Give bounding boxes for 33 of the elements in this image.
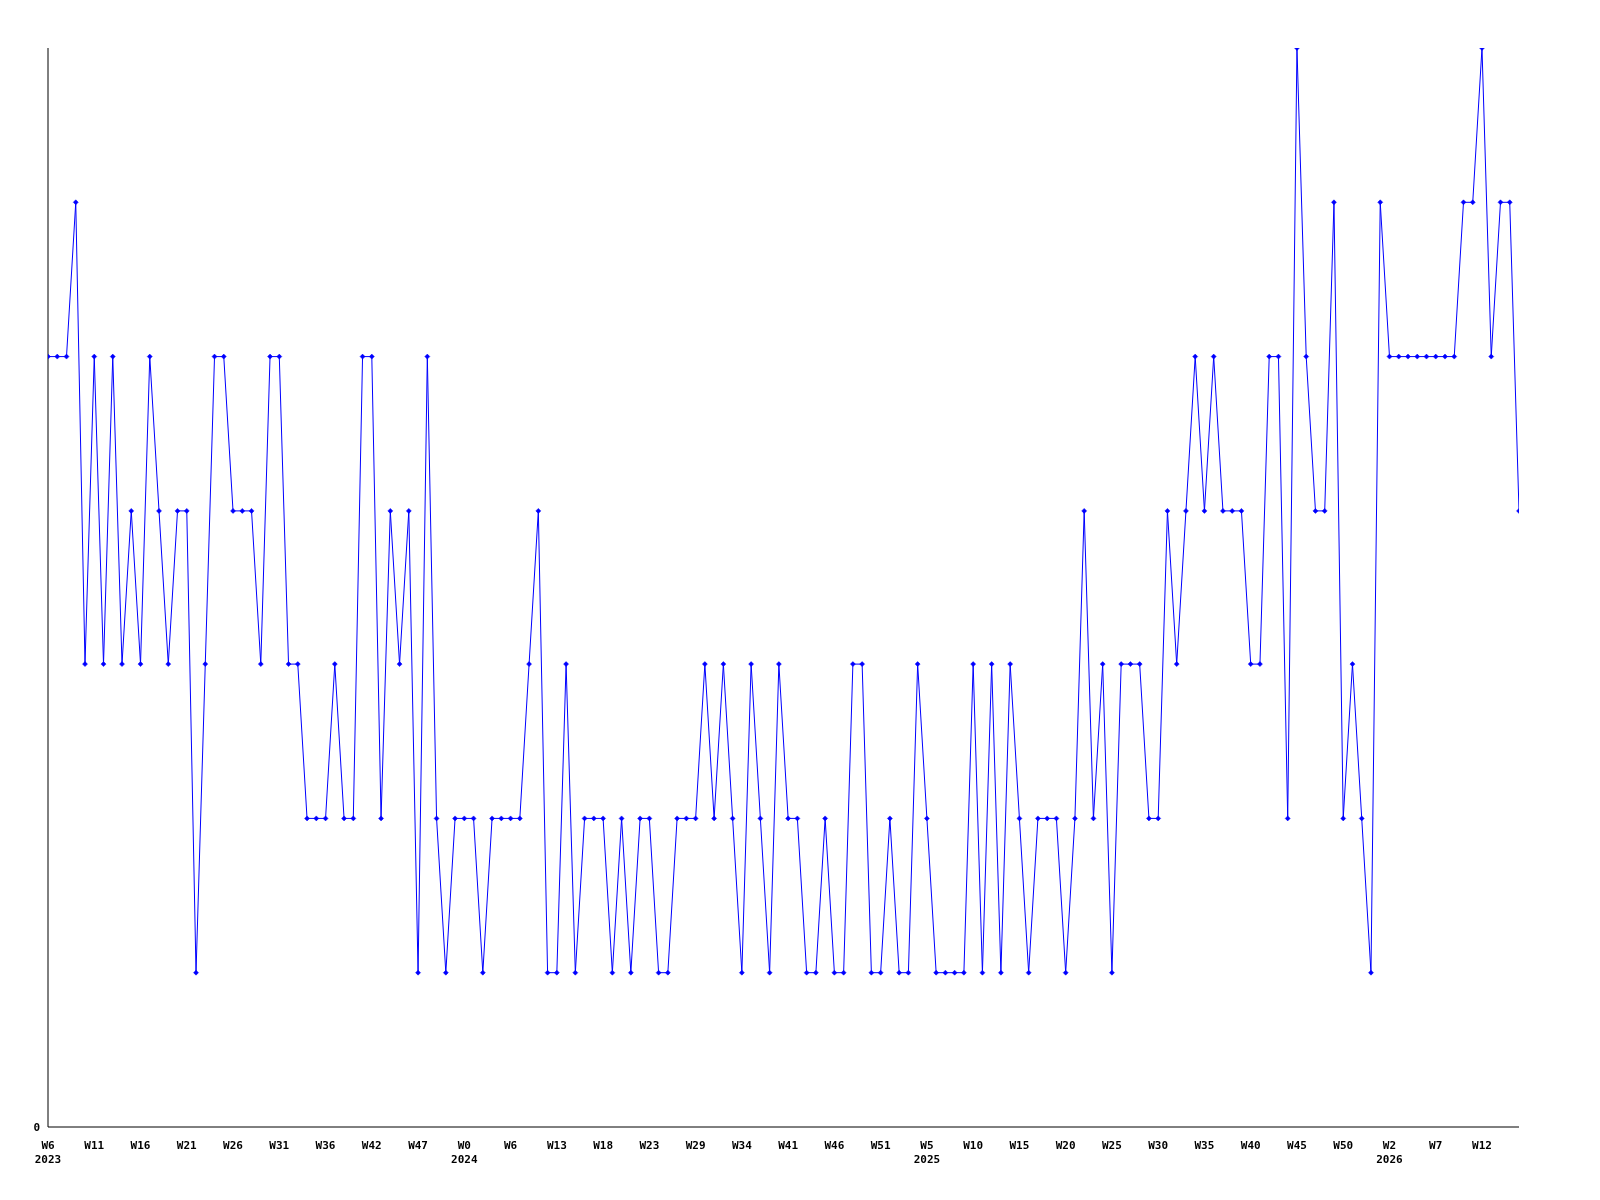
x-tick-label: W26 (223, 1139, 244, 1152)
x-tick-label: W0 2024 (451, 1139, 478, 1166)
x-tick-label: W45 (1287, 1139, 1307, 1152)
x-tick-label: W6 2023 (34, 1139, 62, 1166)
x-tick-label: W51 (870, 1139, 891, 1152)
x-tick-label: W40 (1240, 1139, 1261, 1152)
x-tick-label: W47 (408, 1139, 428, 1152)
x-tick-label: W23 (639, 1139, 660, 1152)
x-tick-label: W15 (1009, 1139, 1030, 1152)
x-tick-label: W20 (1055, 1139, 1076, 1152)
x-tick-label: W21 (176, 1139, 198, 1152)
x-tick-label: W5 2025 (913, 1139, 941, 1166)
x-tick-label: W29 (685, 1139, 706, 1152)
x-tick-label: W35 (1194, 1139, 1215, 1152)
x-tick-label: W30 (1148, 1139, 1169, 1152)
x-tick-label: W11 (84, 1139, 105, 1152)
x-tick-label: W10 (963, 1139, 984, 1152)
x-tick-label: W13 (546, 1139, 567, 1152)
x-tick-label: W18 (593, 1139, 614, 1152)
x-tick-label: W7 (1429, 1139, 1443, 1152)
x-tick-label: W34 (731, 1139, 753, 1152)
x-tick-label: W25 (1101, 1139, 1122, 1152)
x-tick-label: W12 (1472, 1139, 1492, 1152)
x-tick-label: W50 (1333, 1139, 1354, 1152)
x-tick-label: W36 (315, 1139, 336, 1152)
x-tick-label: W6 (503, 1139, 518, 1152)
x-tick-label: W41 (778, 1139, 799, 1152)
x-tick-label: W46 (824, 1139, 845, 1152)
x-tick-label: W2 2026 (1376, 1139, 1404, 1166)
x-tick-label: W31 (269, 1139, 290, 1152)
x-tick-label: W42 (361, 1139, 382, 1152)
text: 0 (33, 1120, 40, 1134)
x-tick-label: W16 (130, 1139, 151, 1152)
